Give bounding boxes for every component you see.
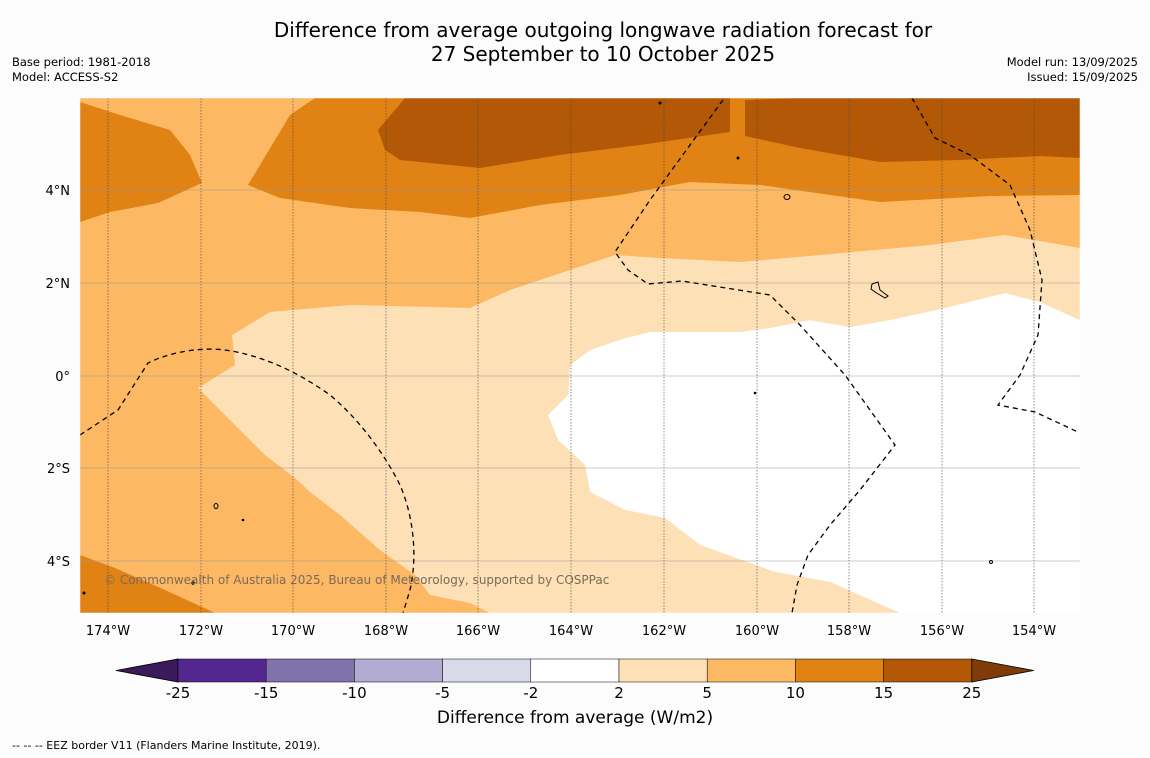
x-tick-label: 170°W	[271, 624, 315, 639]
x-tick-label: 158°W	[827, 624, 871, 639]
x-tick-label: 162°W	[642, 624, 686, 639]
y-tick-label: 4°N	[46, 184, 71, 199]
colorbar-tick-label: -10	[342, 684, 367, 702]
colorbar-extend-low	[115, 658, 179, 683]
eez-border	[80, 98, 1079, 613]
x-tick-label: 172°W	[179, 624, 223, 639]
colorbar-tick-label: -2	[523, 684, 538, 702]
colorbar-tick-label: 15	[874, 684, 893, 702]
x-tick-label: 160°W	[735, 624, 779, 639]
anomaly-band-15-25-east	[745, 98, 1080, 162]
x-tick-label: 154°W	[1012, 624, 1056, 639]
colorbar-swatch	[354, 658, 443, 683]
latitude-labels: 4°N 2°N 0° 2°S 4°S	[46, 184, 71, 570]
anomaly-band-15-25	[378, 98, 730, 168]
base-period: Base period: 1981-2018	[12, 55, 151, 69]
eez-legend: -- -- -- EEZ border V11 (Flanders Marine…	[12, 739, 321, 752]
meta-right: Model run: 13/09/2025 Issued: 15/09/2025	[1007, 55, 1138, 85]
map-panel	[80, 98, 1080, 613]
longitude-gridlines	[107, 98, 1035, 613]
colorbar-swatch	[706, 658, 796, 683]
colorbar-title: Difference from average (W/m2)	[436, 708, 714, 728]
map-title: Difference from average outgoing longwav…	[0, 18, 1150, 66]
model-name: Model: ACCESS-S2	[12, 70, 119, 84]
colorbar-tick-label: -25	[166, 684, 191, 702]
y-tick-label: 4°S	[47, 555, 70, 570]
title-line-1: Difference from average outgoing longwav…	[273, 18, 933, 42]
islands	[82, 101, 993, 595]
model-run: Model run: 13/09/2025	[1006, 55, 1138, 69]
x-tick-label: 168°W	[364, 624, 408, 639]
colorbar-swatch	[795, 658, 884, 683]
copyright-text: © Commonwealth of Australia 2025, Bureau…	[104, 573, 609, 587]
meta-left: Base period: 1981-2018 Model: ACCESS-S2	[12, 55, 151, 85]
issued-date: Issued: 15/09/2025	[1027, 70, 1138, 84]
x-tick-label: 156°W	[920, 624, 964, 639]
colorbar-tick-label: 25	[962, 684, 981, 702]
colorbar-swatch	[530, 658, 620, 683]
colorbar-swatch	[618, 658, 708, 683]
colorbar-tick-label: 2	[614, 684, 624, 702]
x-tick-label: 174°W	[86, 624, 130, 639]
anomaly-band-10-15-northwest	[80, 102, 202, 222]
y-tick-label: 2°N	[46, 277, 71, 292]
colorbar-extend-high	[971, 658, 1034, 683]
y-tick-label: 0°	[55, 370, 70, 385]
colorbar-tick-label: -15	[254, 684, 279, 702]
colorbar: -25 -15 -10 -5 -2 2 5 10 15 25	[115, 658, 1034, 702]
x-tick-label: 166°W	[456, 624, 500, 639]
anomaly-band-10-15-southwest	[80, 555, 215, 613]
x-tick-label: 164°W	[549, 624, 593, 639]
colorbar-tick-label: 10	[786, 684, 805, 702]
colorbar-swatch	[883, 658, 973, 683]
colorbar-tick-label: 5	[702, 684, 712, 702]
colorbar-swatch	[265, 658, 355, 683]
anomaly-band-2-5	[198, 235, 1080, 613]
y-tick-label: 2°S	[47, 462, 70, 477]
colorbar-swatch	[177, 658, 267, 683]
anomaly-band-neutral	[548, 293, 1080, 613]
longitude-labels: 174°W 172°W 170°W 168°W 166°W 164°W 162°…	[86, 624, 1056, 639]
colorbar-tick-label: -5	[435, 684, 450, 702]
latitude-gridlines	[80, 189, 1080, 562]
colorbar-swatch	[442, 658, 532, 683]
title-line-2: 27 September to 10 October 2025	[430, 42, 776, 66]
